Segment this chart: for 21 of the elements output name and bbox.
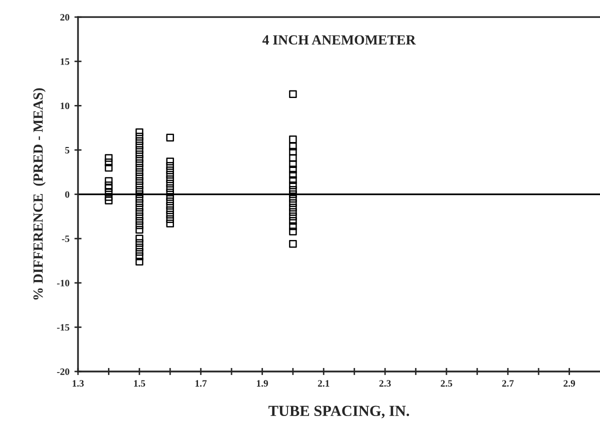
y-tick-label: -10	[57, 280, 70, 286]
text: 4 INCH ANEMOMETER	[262, 35, 416, 45]
y-axis-title: % DIFFERENCE (PRED - MEAS)	[33, 88, 46, 300]
x-tick-label: 1.9	[256, 380, 268, 387]
y-tick-label: 0	[65, 191, 70, 198]
y-tick-label: -15	[57, 324, 70, 331]
x-tick-label: 1.3	[72, 380, 84, 387]
x-tick-label: 2.3	[379, 380, 391, 387]
y-tick-label: 20	[60, 14, 70, 21]
x-tick-label: 2.1	[318, 380, 330, 387]
y-tick-label: -20	[57, 368, 70, 375]
x-tick-label: 2.7	[502, 380, 514, 387]
x-tick-label: 2.9	[564, 380, 576, 387]
y-tick-label: 10	[60, 102, 70, 110]
y-tick-label: 5	[65, 146, 70, 154]
x-tick-label: 2.5	[440, 380, 452, 387]
y-tick-label: -5	[62, 236, 70, 242]
x-tick-label: 1.7	[196, 380, 207, 387]
x-axis-title: TUBE SPACING, IN.	[268, 406, 410, 418]
x-tick-label: 1.5	[134, 380, 146, 387]
y-tick-label: 15	[60, 58, 70, 65]
